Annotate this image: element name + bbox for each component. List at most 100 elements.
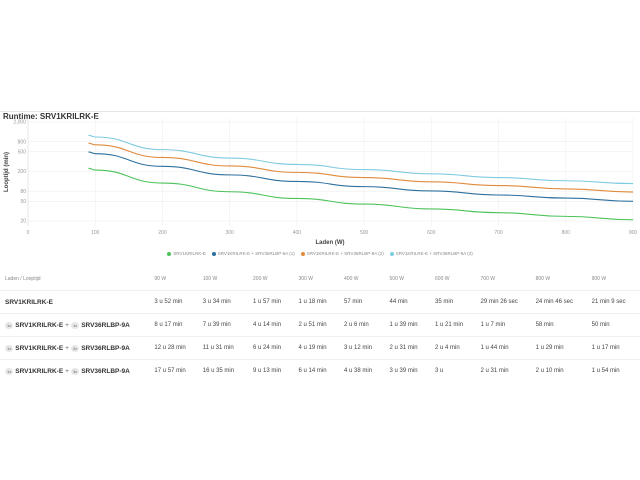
- y-tick-label: 200: [18, 169, 27, 175]
- quantity-badge: 2x: [70, 344, 80, 352]
- plus-sign: +: [65, 344, 69, 352]
- runtime-cell: 9 u 13 min: [252, 359, 298, 382]
- column-header: 900 W: [591, 276, 607, 282]
- column-header: 500 W: [389, 276, 404, 282]
- table-row: 1x SRV1KRILRK-E +3x SRV36RLBP-9A 17 u 57 min…: [0, 359, 640, 382]
- x-tick-label: 900: [629, 230, 638, 236]
- y-axis-label: Looptijd (min): [4, 152, 10, 192]
- y-tick-label: 50: [20, 199, 26, 205]
- column-header: 300 W: [298, 276, 313, 282]
- legend-dot-icon: [389, 251, 394, 256]
- ups-name: SRV1KRILRK-E: [15, 367, 64, 375]
- runtime-cell: 1 u 7 min: [479, 313, 535, 337]
- row-label: SRV1KRILRK-E: [0, 290, 154, 314]
- column-header: 800 W: [535, 276, 551, 282]
- series-line-1: [88, 151, 634, 202]
- column-header: 200 W: [253, 276, 268, 282]
- runtime-cell: 29 min 26 sec: [479, 290, 535, 314]
- runtime-cell: 17 u 57 min: [153, 359, 202, 382]
- runtime-cell: 3 u 34 min: [201, 290, 253, 314]
- quantity-badge: 1x: [5, 344, 14, 352]
- table-row: SRV1KRILRK-E 3 u 52 min 3 u 34 min 1 u 57 m…: [0, 290, 640, 314]
- series-line-3: [88, 134, 634, 185]
- runtime-cell: 24 min 46 sec: [534, 290, 591, 314]
- runtime-cell: 2 u 4 min: [434, 336, 480, 360]
- quantity-badge: 3x: [70, 367, 80, 375]
- runtime-cell: 3 u: [434, 359, 480, 382]
- row-label: 1x SRV1KRILRK-E +1x SRV36RLBP-9A: [0, 313, 154, 337]
- runtime-cell: 1 u 54 min: [590, 359, 640, 382]
- battery-name: SRV36RLBP-9A: [81, 367, 130, 375]
- column-header: 100 W: [202, 276, 218, 282]
- runtime-cell: 2 u 31 min: [479, 359, 535, 382]
- runtime-cell: 1 u 17 min: [590, 336, 640, 360]
- quantity-badge: 1x: [5, 367, 14, 375]
- x-tick-label: 400: [293, 230, 302, 236]
- x-tick-label: 300: [225, 230, 234, 236]
- table-row: 1x SRV1KRILRK-E +1x SRV36RLBP-9A 8 u 17 min 7…: [0, 313, 640, 337]
- legend-item[interactable]: SRV1KRILRK-E + SRV36RLBP-9A (3): [389, 251, 473, 256]
- runtime-cell: 57 min: [343, 290, 389, 314]
- column-header: 600 W: [435, 276, 450, 282]
- table-row: 1x SRV1KRILRK-E +2x SRV36RLBP-9A 12 u 28 min…: [0, 336, 640, 360]
- runtime-cell: 4 u 14 min: [252, 313, 298, 337]
- battery-name: SRV36RLBP-9A: [81, 344, 130, 352]
- series-line-0: [88, 167, 634, 221]
- runtime-cell: 3 u 39 min: [388, 359, 435, 382]
- runtime-cell: 50 min: [590, 313, 640, 337]
- y-tick-label: 2,000: [13, 120, 26, 126]
- runtime-cell: 6 u 14 min: [297, 359, 344, 382]
- column-header: 700 W: [480, 276, 495, 282]
- legend-label: SRV1KRILRK-E + SRV36RLBP-9A (3): [395, 251, 473, 256]
- header-first: Laden / Looptijd: [5, 276, 41, 282]
- y-tick-label: 800: [18, 139, 27, 145]
- column-header: 400 W: [344, 276, 359, 282]
- plus-sign: +: [65, 321, 69, 329]
- x-tick-label: 800: [562, 230, 571, 236]
- runtime-cell: 1 u 21 min: [434, 313, 480, 337]
- runtime-cell: 2 u 51 min: [297, 313, 344, 337]
- runtime-cell: 3 u 52 min: [153, 290, 202, 314]
- legend-item[interactable]: SRV1KRILRK-E + SRV36RLBP-9A (1): [211, 251, 295, 256]
- legend-item[interactable]: SRV1KRILRK-E + SRV36RLBP-9A (2): [300, 251, 384, 256]
- runtime-cell: 2 u 6 min: [343, 313, 389, 337]
- legend-label: SRV1KRILRK-E + SRV36RLBP-9A (1): [217, 251, 295, 256]
- x-tick-label: 600: [427, 230, 436, 236]
- runtime-cell: 35 min: [434, 290, 480, 314]
- chart-legend: SRV1KRILRK-E SRV1KRILRK-E + SRV36RLBP-9A …: [0, 251, 640, 256]
- runtime-cell: 3 u 12 min: [343, 336, 389, 360]
- runtime-cell: 16 u 35 min: [201, 359, 253, 382]
- runtime-cell: 6 u 24 min: [252, 336, 298, 360]
- runtime-cell: 21 min 9 sec: [590, 290, 640, 314]
- x-tick-label: 500: [360, 230, 369, 236]
- runtime-cell: 4 u 19 min: [297, 336, 344, 360]
- battery-name: SRV36RLBP-9A: [81, 321, 130, 329]
- y-tick-label: 80: [20, 189, 26, 195]
- runtime-cell: 7 u 39 min: [201, 313, 253, 337]
- runtime-cell: 12 u 28 min: [153, 336, 202, 360]
- legend-label: SRV1KRILRK-E + SRV36RLBP-9A (2): [306, 251, 384, 256]
- runtime-cell: 58 min: [534, 313, 591, 337]
- runtime-cell: 1 u 57 min: [252, 290, 298, 314]
- legend-dot-icon: [167, 251, 172, 256]
- runtime-cell: 2 u 31 min: [388, 336, 435, 360]
- row-label: 1x SRV1KRILRK-E +3x SRV36RLBP-9A: [0, 359, 154, 382]
- ups-name: SRV1KRILRK-E: [5, 298, 53, 306]
- x-axis-label: Laden (W): [316, 240, 345, 246]
- row-label: 1x SRV1KRILRK-E +2x SRV36RLBP-9A: [0, 336, 154, 360]
- runtime-table: Laden / Looptijd 90 W 100 W 200 W 300 W 400 W…: [0, 268, 640, 382]
- runtime-cell: 2 u 10 min: [534, 359, 591, 382]
- ups-name: SRV1KRILRK-E: [15, 321, 64, 329]
- quantity-badge: 1x: [5, 321, 14, 329]
- quantity-badge: 1x: [70, 321, 80, 329]
- legend-dot-icon: [300, 251, 305, 256]
- y-tick-label: 20: [20, 219, 26, 225]
- y-tick-label: 500: [18, 150, 27, 156]
- runtime-cell: 1 u 39 min: [388, 313, 435, 337]
- plus-sign: +: [65, 367, 69, 375]
- x-tick-label: 0: [27, 230, 30, 236]
- legend-item[interactable]: SRV1KRILRK-E: [167, 251, 206, 256]
- x-tick-label: 700: [494, 230, 503, 236]
- runtime-cell: 4 u 38 min: [343, 359, 389, 382]
- ups-name: SRV1KRILRK-E: [15, 344, 64, 352]
